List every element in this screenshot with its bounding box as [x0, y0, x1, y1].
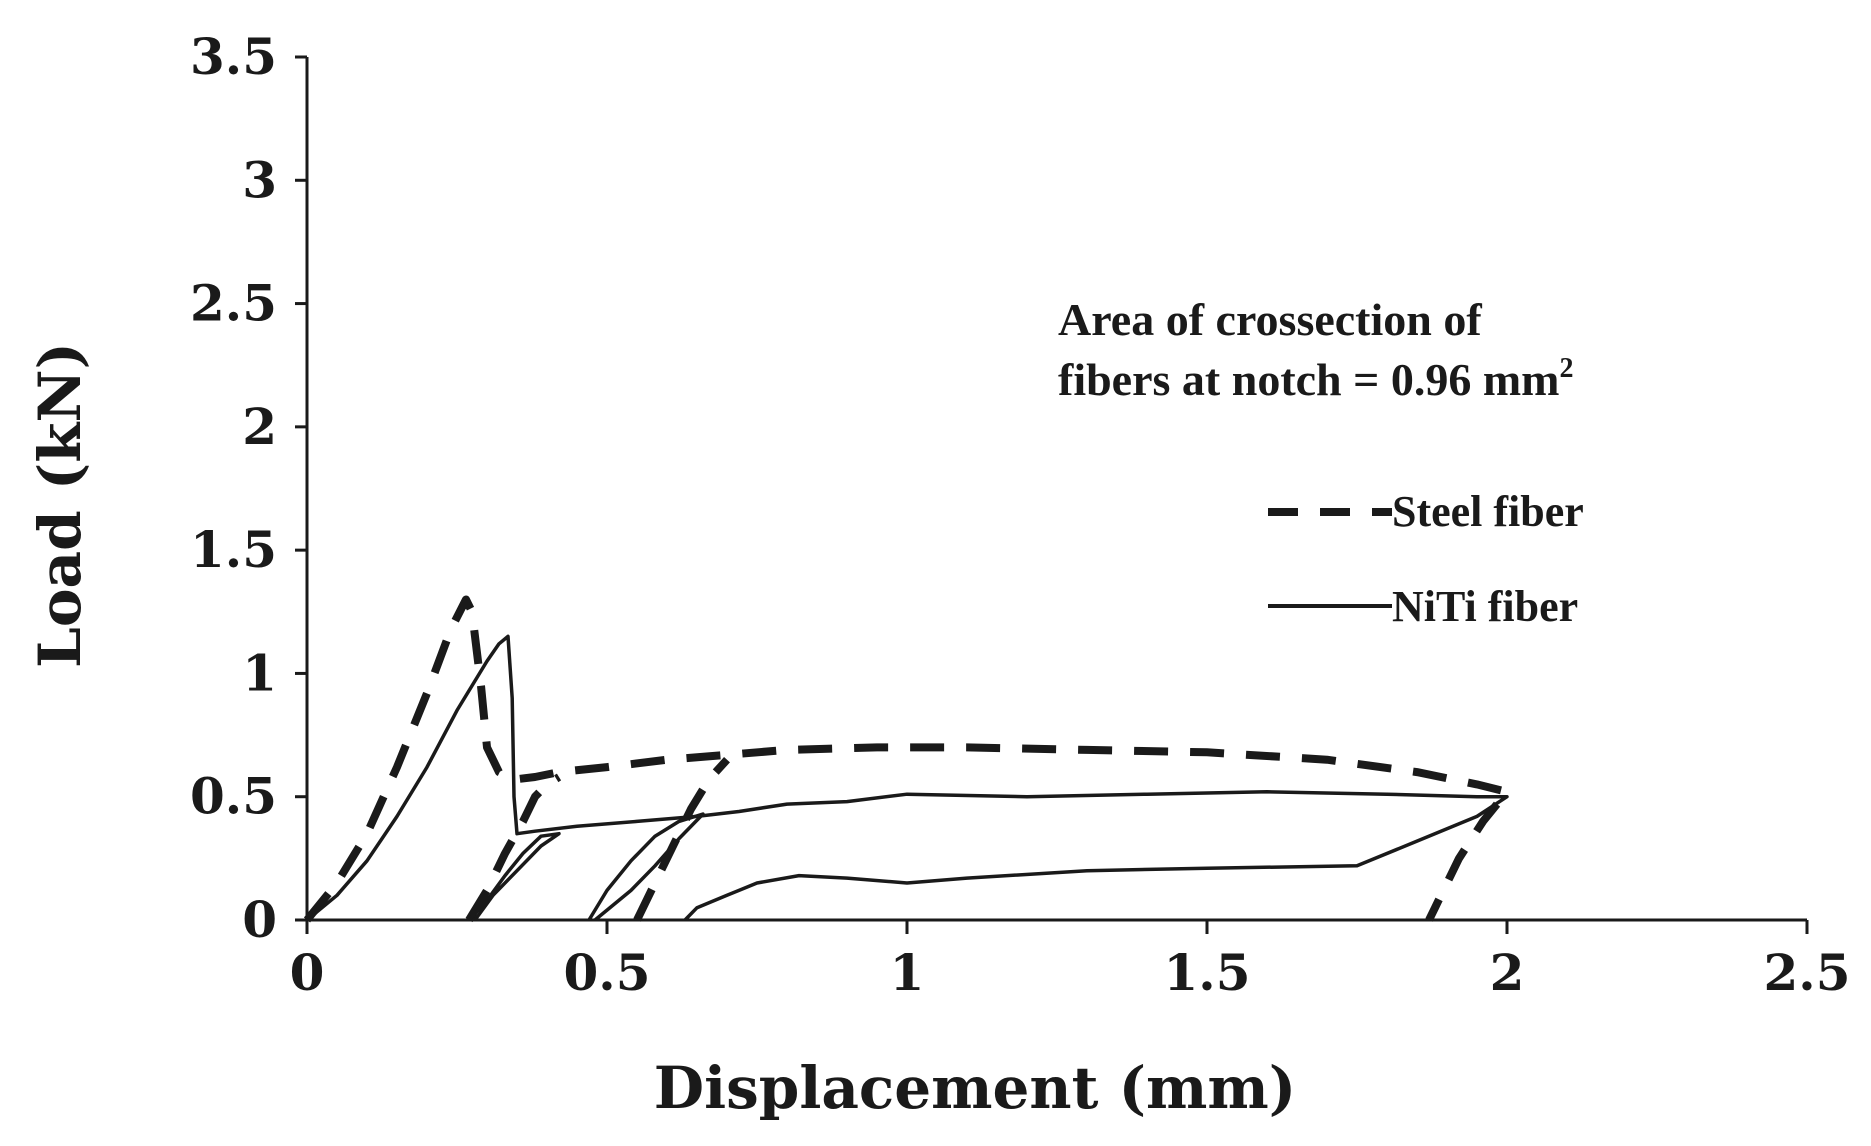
y-tick-label: 3.5: [190, 27, 277, 86]
y-axis-title: Load (kN): [26, 342, 94, 668]
legend-niti-label: NiTi fiber: [1392, 582, 1578, 631]
niti-fiber-line: [305, 634, 1509, 922]
x-axis-title: Displacement (mm): [654, 1054, 1296, 1122]
legend: Steel fiber NiTi fiber: [1268, 487, 1584, 631]
legend-steel-label: Steel fiber: [1392, 487, 1584, 536]
axes: [305, 57, 1807, 922]
y-tick-label: 3: [242, 150, 277, 209]
annotation-superscript: 2: [1560, 353, 1574, 384]
series-group: [303, 595, 1511, 923]
y-tick-label: 0.5: [190, 767, 277, 826]
x-tick-label: 1: [890, 943, 925, 1002]
annotation: Area of crossection of fibers at notch =…: [1058, 294, 1574, 405]
y-tick-label: 2: [242, 397, 277, 456]
annotation-line-1: Area of crossection of: [1058, 294, 1482, 345]
y-tick-label: 1: [242, 643, 277, 702]
x-tick-label: 2: [1490, 943, 1525, 1002]
x-tick-label: 0: [290, 943, 325, 1002]
niti-fiber-line: [587, 812, 705, 922]
steel-fiber-line: [303, 595, 1511, 923]
x-tick-label: 0.5: [564, 943, 651, 1002]
annotation-line-2: fibers at notch = 0.96 mm2: [1058, 353, 1574, 405]
y-tick-label: 0: [242, 890, 277, 949]
annotation-line-2-text: fibers at notch = 0.96 mm: [1058, 354, 1560, 405]
steel-fiber-line: [465, 773, 562, 923]
x-ticks: 0 0.5 1 1.5 2 2.5: [290, 920, 1851, 1002]
x-tick-label: 1.5: [1164, 943, 1251, 1002]
y-ticks: 0 0.5 1 1.5 2 2.5 3 3.5: [190, 27, 307, 949]
y-tick-label: 1.5: [190, 520, 277, 579]
x-tick-label: 2.5: [1764, 943, 1851, 1002]
y-tick-label: 2.5: [190, 274, 277, 333]
niti-fiber-line: [467, 831, 561, 922]
